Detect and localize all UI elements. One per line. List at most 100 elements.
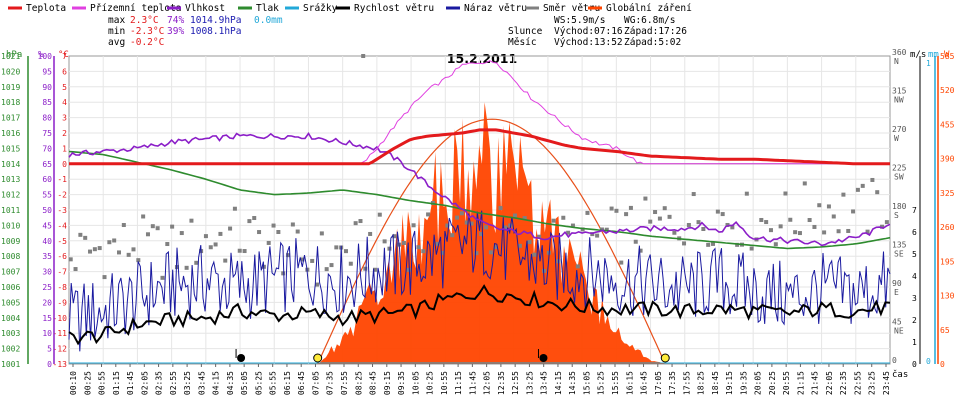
x-tick-label: 01:15 xyxy=(112,371,121,395)
x-tick-label: 16:15 xyxy=(625,371,634,395)
wind-direction-point xyxy=(300,257,305,262)
unit-percent: % xyxy=(38,50,44,60)
wind-direction-point xyxy=(329,263,334,268)
wind-direction-point xyxy=(281,271,286,276)
direction-name: SW xyxy=(894,173,904,182)
wind-direction-point xyxy=(880,224,885,229)
percent-tick: 10 xyxy=(42,329,52,338)
wind-direction-point xyxy=(73,267,78,272)
wind-direction-point xyxy=(595,233,600,238)
wind-direction-point xyxy=(831,214,836,219)
direction-name: W xyxy=(894,134,899,143)
wind-direction-point xyxy=(97,246,102,251)
unit-ms: m/s xyxy=(910,50,926,60)
wind-direction-point xyxy=(570,223,575,228)
wind-direction-point xyxy=(223,258,228,263)
celsius-tick: 7 xyxy=(62,52,67,61)
wind-direction-point xyxy=(609,206,614,211)
x-tick-label: 05:55 xyxy=(269,371,278,395)
wind-direction-point xyxy=(276,230,281,235)
wind-direction-point xyxy=(165,242,170,247)
wind-direction-point xyxy=(788,217,793,222)
direction-tick: 270 xyxy=(892,125,907,134)
percent-tick: 20 xyxy=(42,298,52,307)
sunset-marker xyxy=(660,353,670,363)
celsius-tick: -1 xyxy=(57,175,67,184)
wind-direction-point xyxy=(488,250,493,255)
percent-tick: 5 xyxy=(47,345,52,354)
wind-direction-point xyxy=(865,229,870,234)
wind-direction-point xyxy=(522,216,527,221)
x-tick-label: 12:05 xyxy=(483,371,492,395)
x-tick-label: 15:55 xyxy=(611,371,620,395)
wind-direction-point xyxy=(208,245,213,250)
wind-direction-point xyxy=(667,214,672,219)
x-tick-label: 00:25 xyxy=(83,371,92,395)
wind-direction-point xyxy=(493,245,498,250)
wind-direction-point xyxy=(633,239,638,244)
wind-direction-point xyxy=(358,219,363,224)
info-moon-label: Měsíc xyxy=(508,37,537,48)
celsius-tick: 2 xyxy=(62,129,67,138)
x-tick-label: 23:45 xyxy=(882,371,891,395)
info-sun-label: Slunce xyxy=(508,26,543,37)
x-tick-label: 15:25 xyxy=(597,371,606,395)
right-axes: 360N315NW270W225SW180S135SE90E45NE076543… xyxy=(892,48,955,369)
wind-direction-point xyxy=(498,206,503,211)
x-tick-label: 00:10 xyxy=(69,371,78,395)
wind-direction-point xyxy=(416,245,421,250)
wind-direction-point xyxy=(532,252,537,257)
ms-tick: 4 xyxy=(912,272,917,281)
stat-max-press: 1014.9hPa xyxy=(190,15,241,26)
hpa-tick: 1016 xyxy=(1,129,20,138)
info-sun-set: Západ:17:26 xyxy=(624,26,687,37)
watt-tick: 390 xyxy=(940,155,955,164)
hpa-tick: 1014 xyxy=(1,160,20,169)
legend-label-naraz-vetru: Náraz větru xyxy=(464,3,527,14)
watt-tick: 195 xyxy=(940,257,955,266)
wind-direction-point xyxy=(295,229,300,234)
x-tick-label: 22:55 xyxy=(853,371,862,395)
x-tick-label: 17:55 xyxy=(682,371,691,395)
wind-direction-point xyxy=(445,223,450,228)
x-tick-label: 22:05 xyxy=(825,371,834,395)
percent-tick: 45 xyxy=(42,221,52,230)
x-tick-label: 13:25 xyxy=(525,371,534,395)
wind-direction-point xyxy=(121,223,126,228)
wind-direction-point xyxy=(232,206,237,211)
hpa-tick: 1008 xyxy=(1,252,20,261)
direction-tick: 45 xyxy=(892,318,902,327)
wind-direction-point xyxy=(145,232,150,237)
x-tick-label: 03:25 xyxy=(183,371,192,395)
wind-direction-point xyxy=(817,203,822,208)
hpa-tick: 1018 xyxy=(1,98,20,107)
wind-direction-point xyxy=(92,247,97,252)
wind-direction-point xyxy=(764,220,769,225)
wind-direction-point xyxy=(83,235,88,240)
hpa-tick: 1010 xyxy=(1,221,20,230)
wind-direction-point xyxy=(112,238,117,243)
wind-direction-point xyxy=(242,249,247,254)
x-tick-label: 21:15 xyxy=(796,371,805,395)
x-tick-label: 17:05 xyxy=(654,371,663,395)
wind-direction-point xyxy=(508,223,513,228)
wind-direction-point xyxy=(793,230,798,235)
direction-name: SE xyxy=(894,250,904,259)
sunrise-marker xyxy=(313,353,323,363)
legend-label-globalni-zareni: Globální záření xyxy=(606,3,692,14)
wind-direction-point xyxy=(701,227,706,232)
wind-direction-point xyxy=(778,224,783,229)
wind-direction-point xyxy=(435,241,440,246)
celsius-tick: -6 xyxy=(57,252,67,261)
x-tick-label: 20:25 xyxy=(768,371,777,395)
x-axis: 00:10 00:25 00:55 01:15 01:45 02:05 02:35 02:55… xyxy=(69,364,908,395)
wind-direction-point xyxy=(266,240,271,245)
wind-direction-point xyxy=(479,232,484,237)
stat-max-hum: 74% xyxy=(167,15,184,26)
legend: Teplota Přízemní teplota Vlhkost Tlak Srážky… xyxy=(8,3,692,14)
percent-tick: 90 xyxy=(42,83,52,92)
hpa-tick: 1003 xyxy=(1,329,20,338)
wind-direction-point xyxy=(657,216,662,221)
wind-direction-point xyxy=(619,260,624,265)
x-tick-label: 16:45 xyxy=(640,371,649,395)
